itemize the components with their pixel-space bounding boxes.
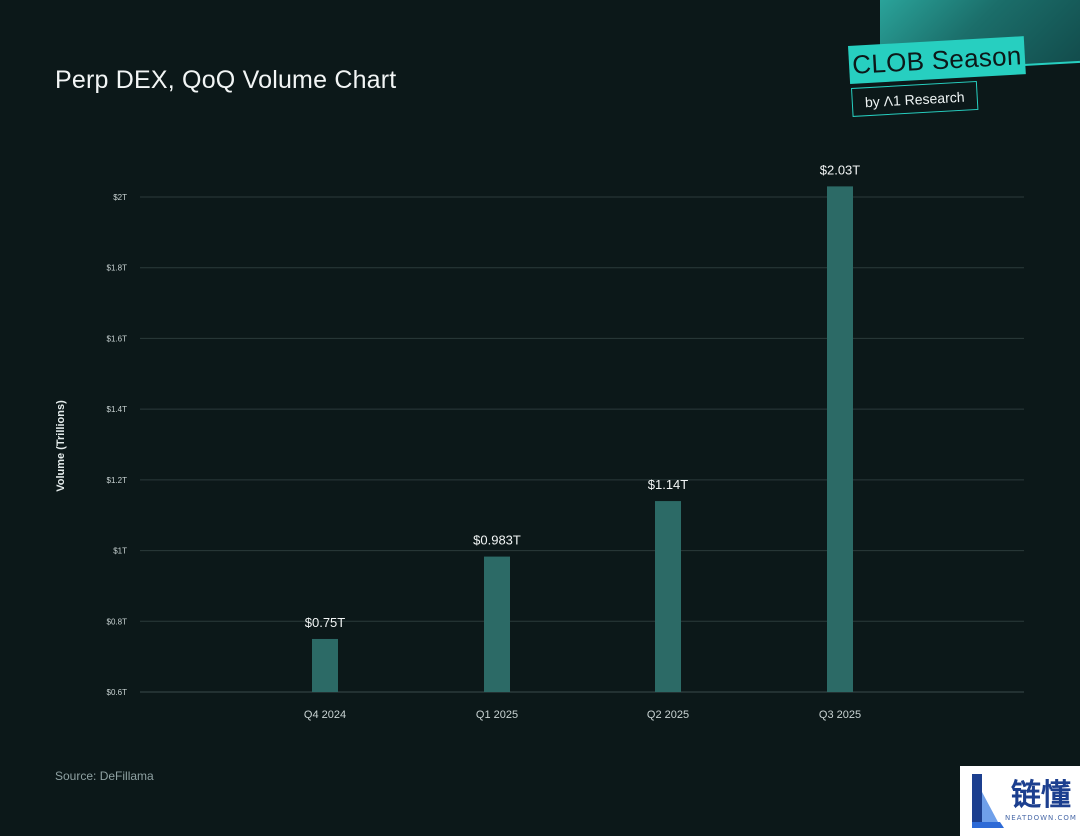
watermark-l-icon xyxy=(972,774,1004,828)
bars xyxy=(312,186,853,692)
x-tick-label: Q2 2025 xyxy=(647,709,689,721)
y-tick-label: $1.2T xyxy=(107,476,128,485)
page-title: Perp DEX, QoQ Volume Chart xyxy=(55,66,397,94)
y-tick-label: $1.8T xyxy=(107,264,128,273)
watermark-domain-text: NEATDOWN.COM xyxy=(1005,814,1077,822)
y-tick-label: $0.8T xyxy=(107,617,128,626)
source-note: Source: DeFillama xyxy=(55,769,154,783)
grid-lines xyxy=(140,196,1024,693)
watermark-chinese-text: 链懂 xyxy=(1011,778,1071,813)
bar-value-label: $0.75T xyxy=(305,615,346,630)
watermark-logo: 链懂 NEATDOWN.COM xyxy=(960,766,1080,836)
watermark-text-group: 链懂 NEATDOWN.COM xyxy=(1005,772,1077,828)
y-tick-label: $1.4T xyxy=(107,405,128,414)
bar-q1-2025 xyxy=(484,556,510,692)
x-tick-label: Q3 2025 xyxy=(819,709,861,721)
y-tick-label: $1.6T xyxy=(107,334,128,343)
value-labels: $0.75T $0.983T $1.14T $2.03T xyxy=(305,162,861,630)
bar-q4-2024 xyxy=(312,638,338,692)
y-tick-label: $2T xyxy=(113,193,127,202)
bar-q3-2025 xyxy=(827,186,853,692)
y-tick-labels: $0.6T $0.8T $1T $1.2T $1.4T $1.6T $1.8T $2T xyxy=(107,193,128,697)
y-axis-title: Volume (Trillions) xyxy=(55,400,67,492)
x-tick-label: Q4 2024 xyxy=(304,709,346,721)
y-tick-label: $1T xyxy=(113,547,127,556)
x-tick-labels: Q4 2024 Q1 2025 Q2 2025 Q3 2025 xyxy=(304,709,861,721)
bar-value-label: $1.14T xyxy=(648,477,689,492)
bar-value-label: $0.983T xyxy=(473,533,521,548)
x-tick-label: Q1 2025 xyxy=(476,709,518,721)
bar-value-label: $2.03T xyxy=(820,162,861,177)
bar-q2-2025 xyxy=(655,501,681,692)
y-tick-label: $0.6T xyxy=(107,688,128,697)
